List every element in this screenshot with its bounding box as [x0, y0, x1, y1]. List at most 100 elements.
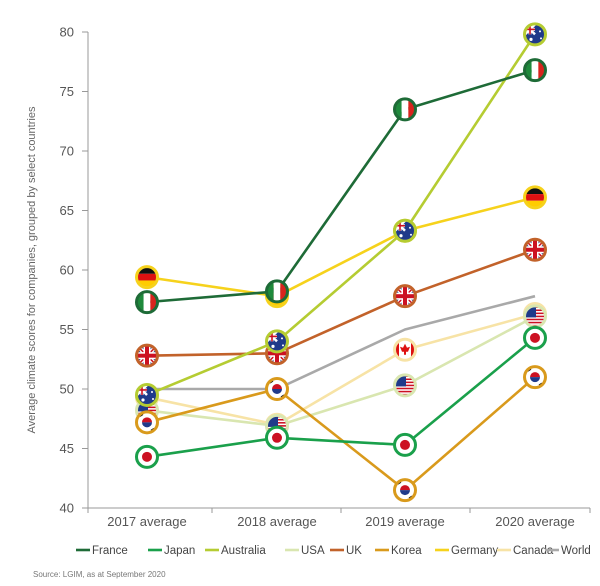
legend-label: USA: [301, 545, 325, 557]
france-flag-icon: [267, 281, 287, 302]
series-line-canada: [146, 312, 536, 427]
legend-label: Germany: [451, 545, 499, 557]
legend-label: Japan: [164, 545, 195, 557]
marker-ring: [135, 382, 159, 407]
marker-ring: [135, 444, 159, 469]
marker-france: [135, 290, 159, 315]
marker-australia: [135, 382, 159, 407]
marker-ring: [523, 237, 547, 262]
y-tick-label: 45: [60, 441, 74, 456]
marker-ring: [523, 185, 547, 210]
legend-label: Australia: [221, 545, 266, 557]
y-tick-label: 50: [60, 382, 74, 397]
y-tick-label: 70: [60, 144, 74, 159]
series-markers: [135, 22, 547, 503]
series-line-germany: [146, 196, 536, 298]
marker-ring: [523, 58, 547, 83]
marker-japan: [523, 325, 547, 350]
marker-ring: [135, 343, 159, 368]
legend-item-japan: Japan: [148, 545, 195, 557]
legend-label: Canada: [513, 545, 554, 557]
marker-ring: [135, 290, 159, 315]
legend-item-usa: USA: [285, 545, 325, 557]
x-tick-label: 2020 average: [495, 514, 575, 529]
korea-flag-icon: [267, 379, 287, 399]
x-tick-label: 2017 average: [107, 514, 187, 529]
japan-flag-icon: [525, 327, 545, 348]
marker-korea: [523, 365, 547, 390]
canada-flag-icon: [395, 339, 415, 360]
marker-japan: [265, 425, 289, 450]
marker-japan: [135, 444, 159, 469]
legend-item-world: World: [545, 545, 591, 557]
japan-flag-icon: [395, 434, 415, 455]
marker-japan: [393, 432, 417, 457]
legend-label: Korea: [391, 545, 422, 557]
series-line-korea: [146, 376, 536, 492]
y-tick-label: 75: [60, 84, 74, 99]
marker-ring: [523, 325, 547, 350]
marker-uk: [523, 237, 547, 262]
marker-ring: [265, 279, 289, 304]
marker-ring: [135, 410, 159, 435]
y-tick-label: 55: [60, 322, 74, 337]
x-ticks: 2017 average 2018 average 2019 average 2020…: [87, 508, 591, 529]
marker-france: [523, 58, 547, 83]
series-lines: [146, 33, 537, 492]
korea-flag-icon: [525, 367, 545, 388]
marker-ring: [523, 22, 547, 47]
marker-ring: [393, 478, 417, 503]
legend-item-france: France: [76, 545, 128, 557]
x-tick-label: 2019 average: [365, 514, 445, 529]
japan-flag-icon: [137, 446, 157, 467]
legend: France Japan Australia USA UK Korea Germany Can…: [76, 545, 591, 557]
marker-korea: [265, 377, 289, 401]
y-tick-label: 65: [60, 203, 74, 218]
legend-label: UK: [346, 545, 362, 557]
australia-flag-icon: [525, 24, 545, 45]
korea-flag-icon: [137, 412, 157, 433]
series-line-france: [146, 68, 536, 304]
marker-uk: [135, 343, 159, 368]
marker-korea: [393, 478, 417, 503]
marker-ring: [393, 337, 417, 362]
series-line-japan: [146, 336, 536, 459]
series-line-world: [147, 294, 536, 391]
japan-flag-icon: [267, 427, 287, 448]
germany-flag-icon: [525, 187, 545, 208]
series-line-uk: [146, 248, 536, 357]
marker-ring: [393, 373, 417, 398]
marker-canada: [393, 337, 417, 362]
legend-item-canada: Canada: [497, 545, 554, 557]
marker-korea: [135, 410, 159, 435]
germany-flag-icon: [137, 267, 157, 288]
series-line-australia: [146, 33, 537, 397]
marker-australia: [523, 22, 547, 47]
y-tick-label: 60: [60, 263, 74, 278]
marker-ring: [393, 432, 417, 457]
marker-ring: [135, 265, 159, 290]
y-ticks: 40 45 50 55 60 65 70 75 80: [60, 25, 88, 516]
france-flag-icon: [525, 60, 545, 81]
x-tick-label: 2018 average: [237, 514, 317, 529]
y-tick-label: 80: [60, 25, 74, 40]
legend-item-korea: Korea: [375, 545, 422, 557]
legend-item-uk: UK: [330, 545, 362, 557]
australia-flag-icon: [267, 331, 287, 352]
source-note: Source: LGIM, as at September 2020: [33, 570, 166, 579]
marker-germany: [523, 185, 547, 210]
france-flag-icon: [395, 99, 415, 120]
marker-australia: [393, 218, 417, 243]
marker-germany: [135, 265, 159, 290]
marker-ring: [265, 425, 289, 450]
marker-ring: [265, 329, 289, 354]
marker-ring: [265, 377, 289, 401]
series-line-usa: [146, 315, 536, 428]
y-axis-title: Average climate scores for companies, gr…: [26, 106, 38, 433]
legend-label: France: [92, 545, 128, 557]
marker-uk: [393, 284, 417, 309]
france-flag-icon: [137, 292, 157, 313]
marker-ring: [393, 97, 417, 122]
marker-australia: [265, 329, 289, 354]
